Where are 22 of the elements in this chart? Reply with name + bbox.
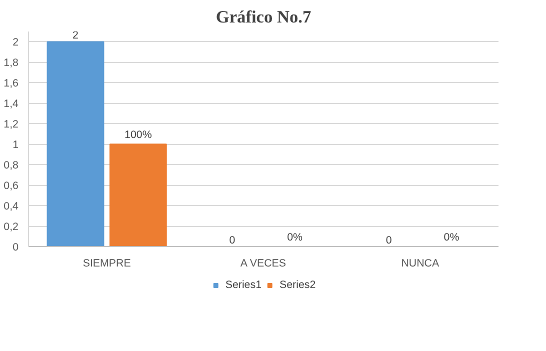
data-label: 0 bbox=[229, 234, 236, 246]
y-tick-label: 1,2 bbox=[4, 118, 19, 131]
y-tick-label: 0,2 bbox=[4, 221, 19, 234]
data-label: 100% bbox=[124, 129, 152, 142]
y-tick-label: 1,4 bbox=[4, 98, 19, 110]
y-tick-label: 1,8 bbox=[4, 57, 19, 70]
y-tick-label: 2 bbox=[12, 36, 19, 49]
chart-title: Gráfico No.7 bbox=[216, 8, 312, 26]
x-tick-label: NUNCA bbox=[401, 258, 440, 270]
y-tick-label: 0,4 bbox=[4, 200, 19, 213]
data-label: 0% bbox=[444, 232, 460, 244]
data-label: 0% bbox=[287, 232, 304, 244]
y-tick-label: 1 bbox=[12, 139, 19, 152]
legend-label: Series1 bbox=[225, 279, 262, 291]
data-label: 0 bbox=[386, 234, 392, 246]
y-tick-label: 0,6 bbox=[4, 180, 19, 192]
x-tick-label: SIEMPRE bbox=[82, 258, 131, 270]
y-tick-label: 0 bbox=[12, 242, 19, 254]
y-tick-label: 1,6 bbox=[4, 78, 19, 90]
y-tick-label: 0,8 bbox=[4, 160, 19, 172]
legend-label: Series2 bbox=[280, 279, 316, 291]
x-tick-label: A VECES bbox=[240, 258, 286, 270]
